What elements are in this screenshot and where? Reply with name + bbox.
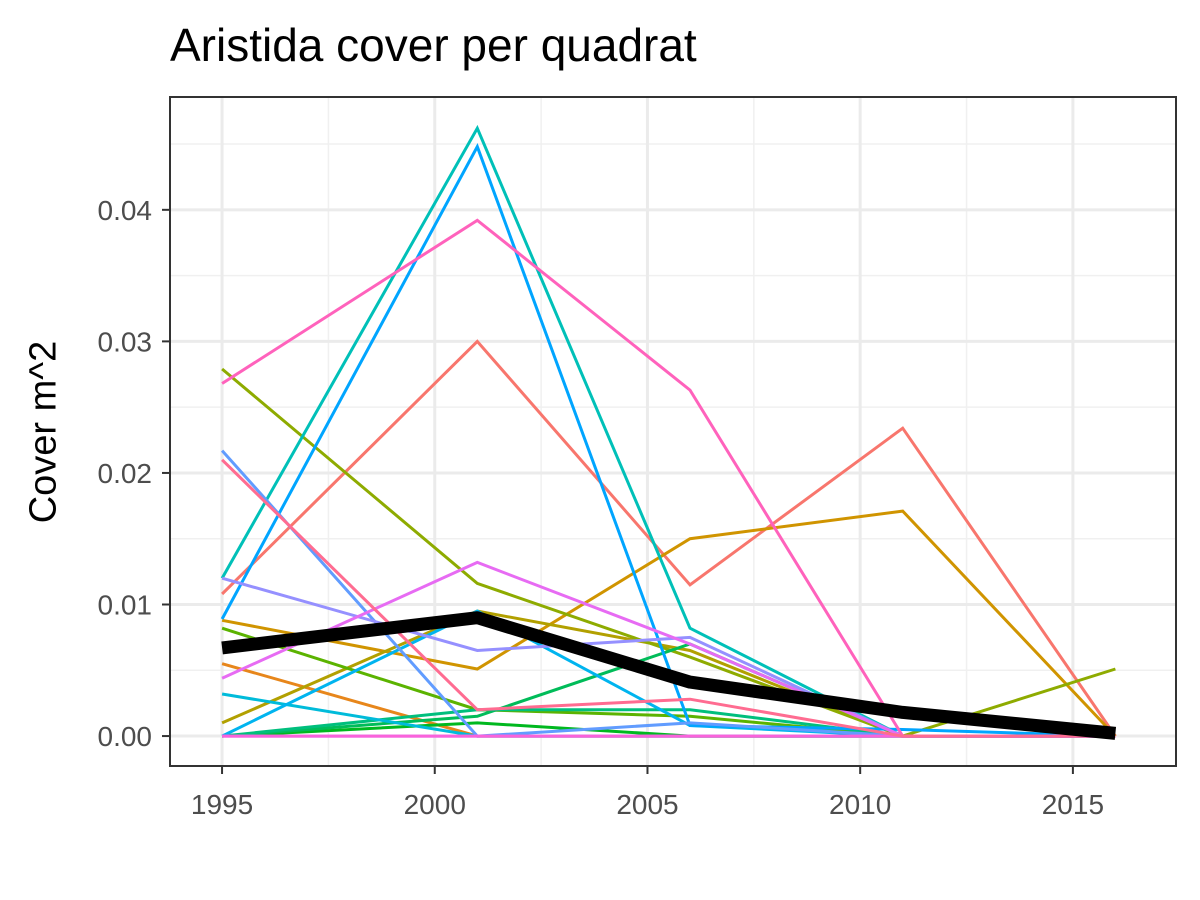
series-line-1	[221, 339, 1117, 737]
panel-border	[169, 96, 1177, 767]
y-tick-label: 0.04	[98, 195, 153, 226]
axis-ticks	[162, 208, 1074, 774]
chart-title: Aristida cover per quadrat	[170, 19, 697, 71]
y-tick-label: 0.01	[98, 589, 153, 620]
tick-labels: 1995 2000 2005 2010 2015 0.00 0.01 0.02 0.03 0.04	[98, 195, 1105, 820]
x-tick-label: 2005	[616, 789, 678, 820]
x-tick-label: 1995	[191, 789, 253, 820]
x-tick-label: 2000	[404, 789, 466, 820]
series-line-19	[221, 218, 1116, 738]
y-tick-label: 0.03	[98, 326, 153, 357]
x-tick-label: 2010	[829, 789, 891, 820]
mean-line-layer	[221, 611, 1117, 740]
mean-line	[221, 611, 1117, 740]
series-lines	[220, 124, 1117, 738]
y-tick-label: 0.02	[98, 458, 153, 489]
x-tick-label: 2015	[1042, 789, 1104, 820]
y-tick-label: 0.00	[98, 721, 153, 752]
major-gridlines	[171, 98, 1175, 765]
minor-gridlines	[171, 98, 1175, 765]
series-line-13	[220, 143, 1116, 738]
series-line-20	[221, 458, 1116, 738]
